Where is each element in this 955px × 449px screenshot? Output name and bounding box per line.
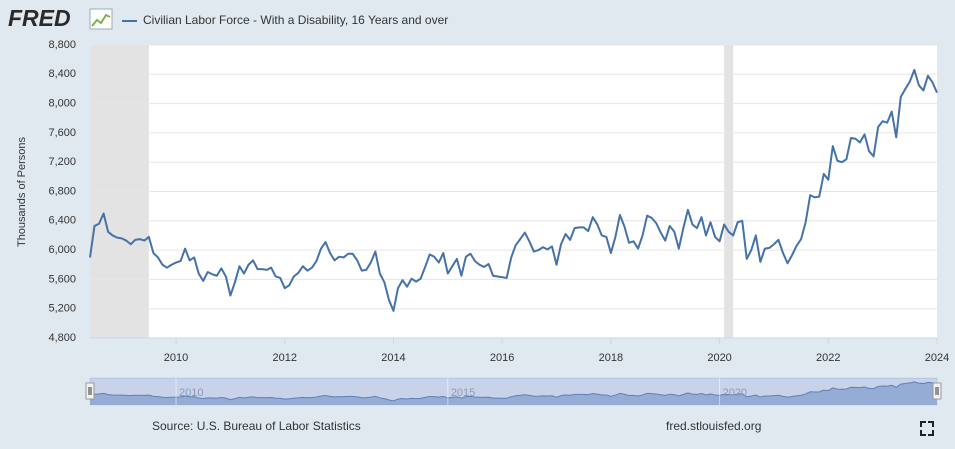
navigator-tick-label: 2015: [451, 387, 475, 399]
navigator-tick-label: 2020: [723, 387, 747, 399]
navigator-tick-label: 2010: [179, 387, 203, 399]
x-tick-label: 2024: [925, 352, 949, 364]
y-tick-label: 5,200: [48, 303, 76, 315]
x-tick-label: 2016: [490, 352, 514, 364]
y-tick-label: 5,600: [48, 273, 76, 285]
series-line: [89, 68, 938, 312]
y-tick-label: 8,800: [48, 39, 76, 51]
legend-label: Civilian Labor Force - With a Disability…: [143, 13, 448, 27]
x-tick-label: 2020: [707, 352, 731, 364]
y-tick-label: 4,800: [48, 332, 76, 344]
y-tick-label: 6,400: [48, 215, 76, 227]
x-tick-label: 2022: [816, 352, 840, 364]
y-tick-label: 6,000: [48, 244, 76, 256]
x-tick-label: 2014: [381, 352, 405, 364]
source: Source: U.S. Bureau of Labor Statistics: [152, 419, 361, 433]
logo: FRED: [8, 5, 71, 31]
y-tick-label: 6,800: [48, 185, 76, 197]
y-tick-label: 8,400: [48, 68, 76, 80]
navigator-handle[interactable]: [932, 382, 942, 400]
logo-icon: [89, 8, 113, 30]
y-tick-label: 7,200: [48, 156, 76, 168]
x-tick-label: 2018: [599, 352, 623, 364]
site: fred.stlouisfed.org: [666, 419, 761, 433]
y-axis-label: Thousands of Persons: [16, 136, 28, 247]
x-tick-label: 2012: [273, 352, 297, 364]
fullscreen-icon[interactable]: [920, 421, 934, 436]
y-tick-label: 8,000: [48, 98, 76, 110]
y-tick-label: 7,600: [48, 127, 76, 139]
navigator-line: [89, 381, 938, 402]
x-tick-label: 2010: [164, 352, 188, 364]
navigator-selection: [90, 378, 937, 405]
navigator-handle-box: [85, 382, 95, 400]
navigator-handle-box: [932, 382, 942, 400]
navigator-handle[interactable]: [85, 382, 95, 400]
navigator-area: [90, 381, 937, 405]
